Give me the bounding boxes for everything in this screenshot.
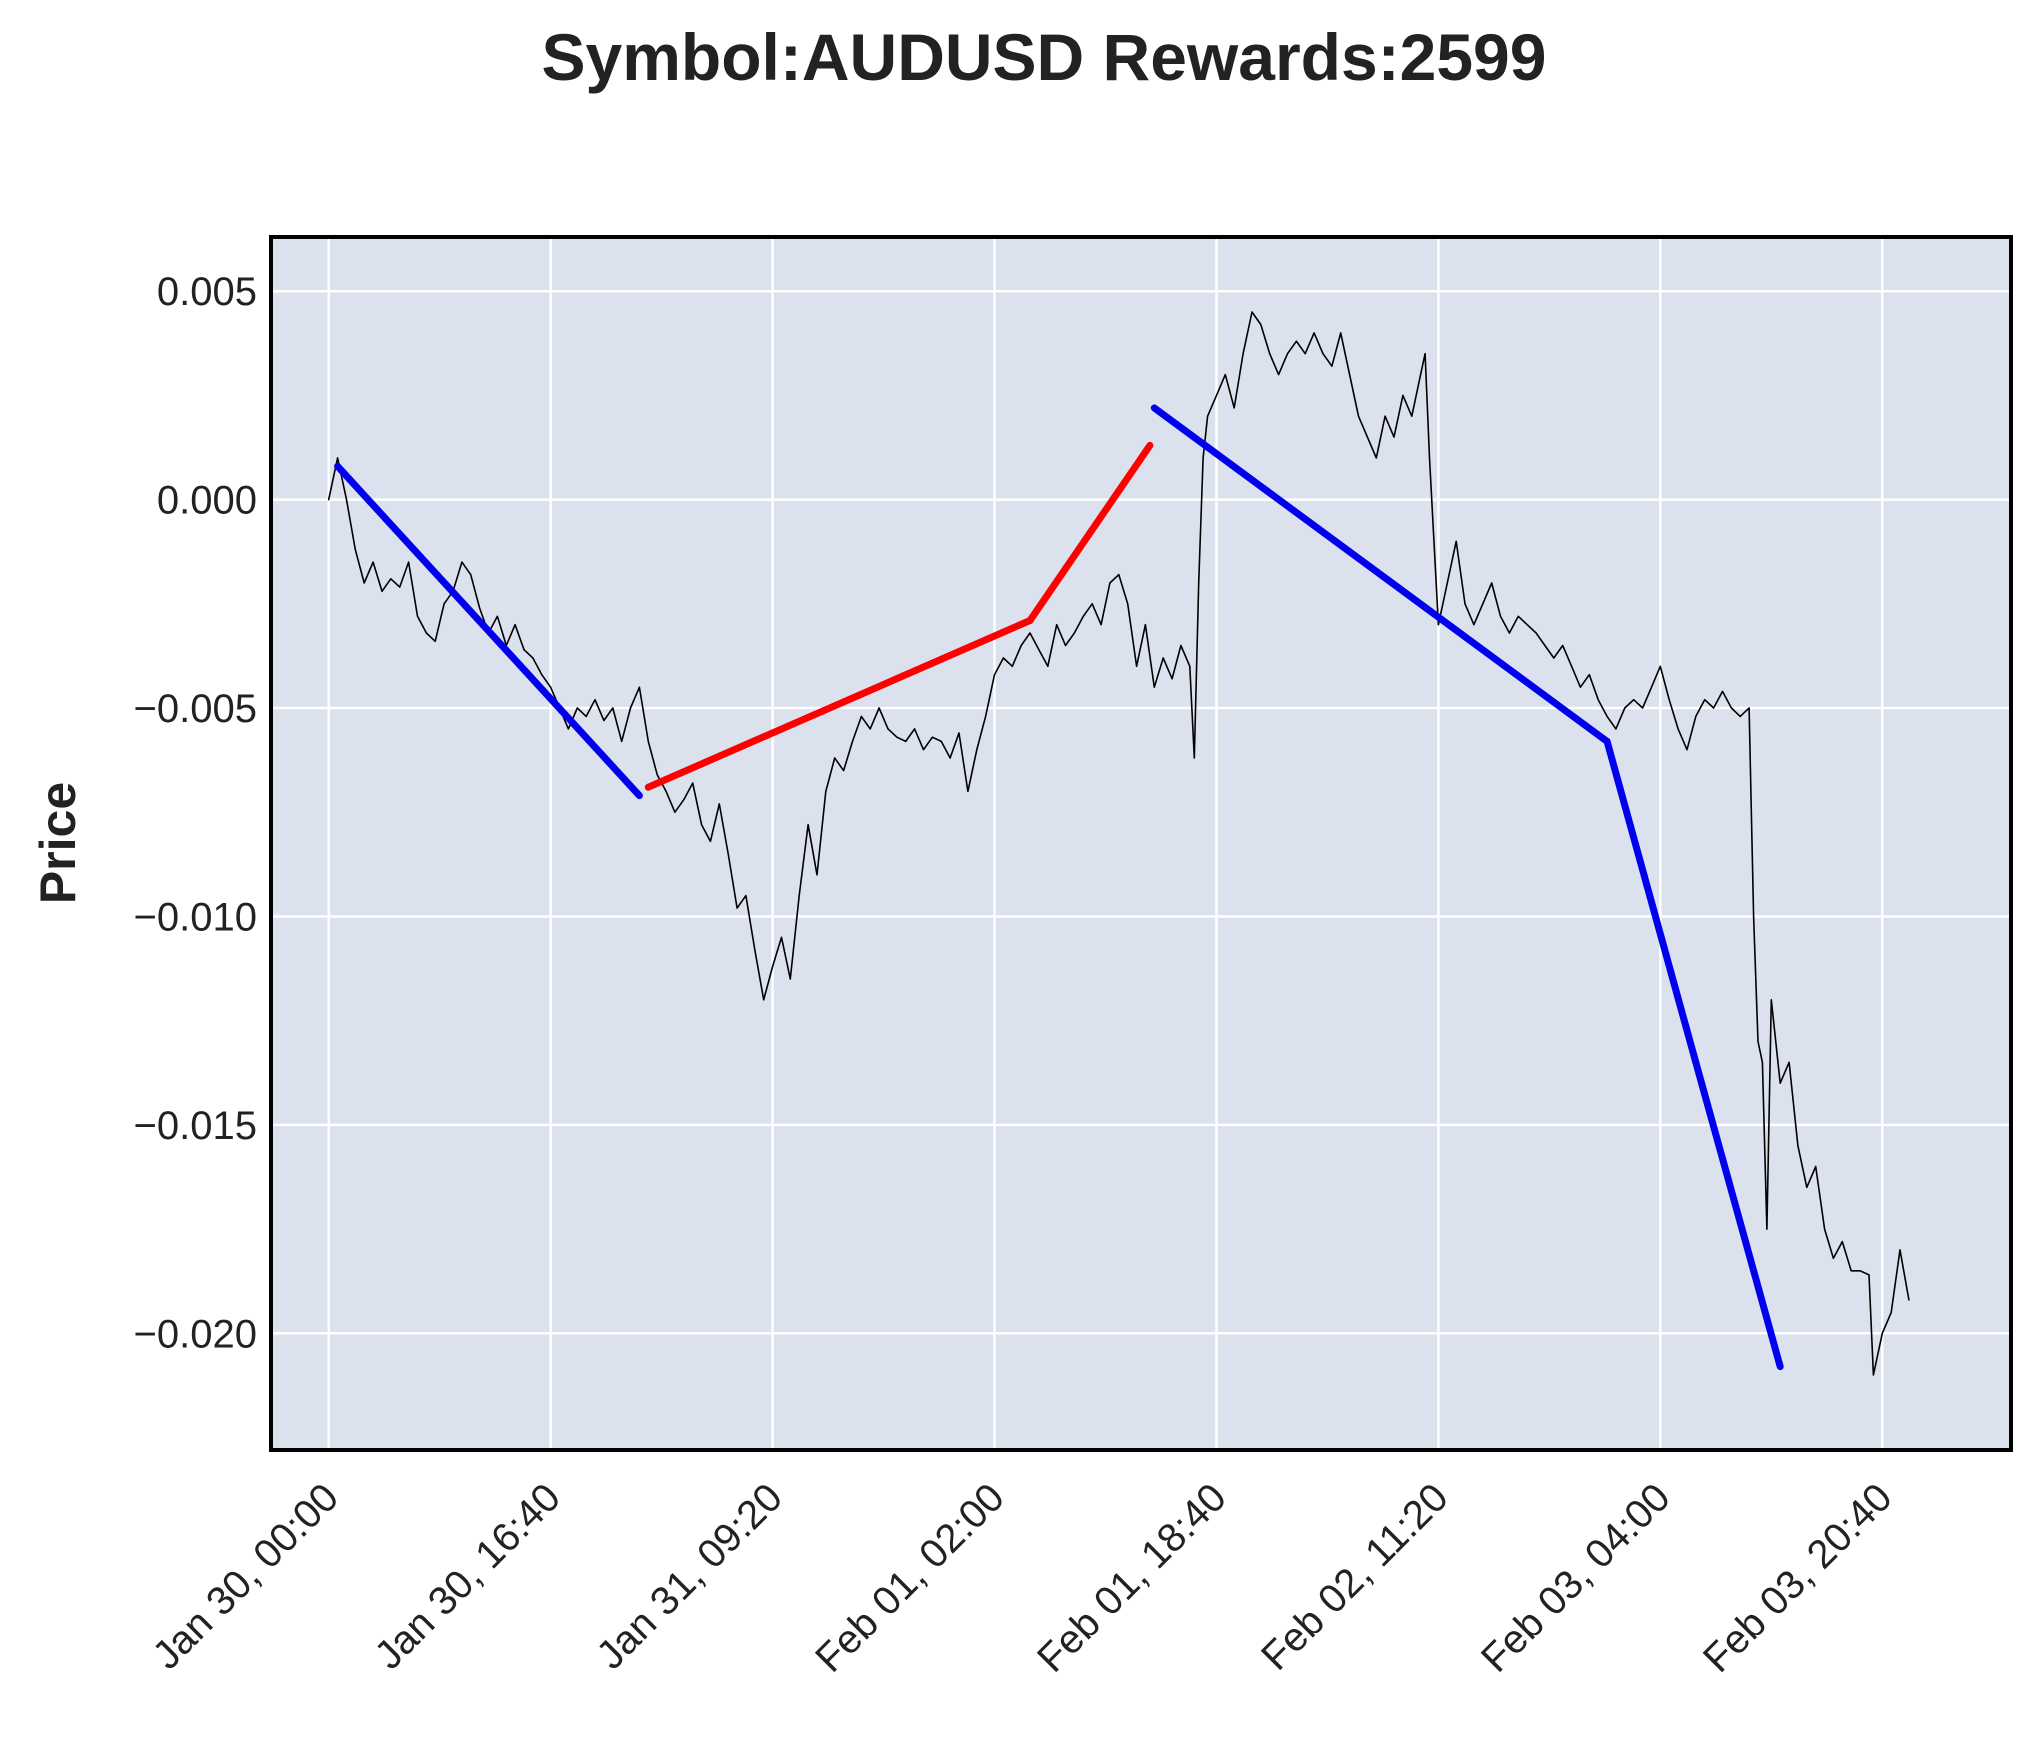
x-tick-label: Feb 01, 02:00 xyxy=(807,1475,1013,1681)
y-tick-label: −0.010 xyxy=(134,895,257,939)
x-tick-label: Feb 03, 20:40 xyxy=(1695,1475,1901,1681)
trade-segment-line xyxy=(1603,737,1700,1066)
plot-area xyxy=(271,237,2011,1450)
trade-segment-line xyxy=(1150,404,1611,745)
series-layer xyxy=(327,311,1910,1376)
x-tick-label: Feb 03, 04:00 xyxy=(1473,1475,1679,1681)
y-tick-label: −0.020 xyxy=(134,1312,257,1356)
x-axis-ticks: Jan 30, 00:00 Jan 30, 16:40 Jan 31, 09:20 F… xyxy=(145,1475,1901,1681)
trade-segment-line xyxy=(334,462,643,800)
trade-segment-line xyxy=(644,617,1034,791)
y-axis-label: Price xyxy=(30,782,86,904)
y-tick-label: 0.005 xyxy=(157,270,257,314)
y-tick-label: 0.000 xyxy=(157,479,257,523)
chart-title: Symbol:AUDUSD Rewards:2599 xyxy=(542,20,1547,94)
price-series-line xyxy=(327,311,1910,1376)
x-tick-label: Feb 02, 11:20 xyxy=(1253,1475,1457,1679)
y-axis-ticks: 0.005 0.000 −0.005 −0.010 −0.015 −0.020 xyxy=(134,270,257,1356)
y-tick-label: −0.005 xyxy=(134,687,257,731)
plot-frame xyxy=(269,235,2013,1452)
y-tick-label: −0.015 xyxy=(134,1104,257,1148)
x-tick-label: Jan 30, 16:40 xyxy=(366,1475,569,1678)
gridlines xyxy=(271,237,2011,1450)
x-tick-label: Jan 31, 09:20 xyxy=(588,1475,791,1678)
trade-segment-line xyxy=(1026,441,1154,624)
x-tick-label: Feb 01, 18:40 xyxy=(1029,1475,1235,1681)
x-tick-label: Jan 30, 00:00 xyxy=(145,1475,348,1678)
trade-segment-line xyxy=(1692,1058,1784,1371)
